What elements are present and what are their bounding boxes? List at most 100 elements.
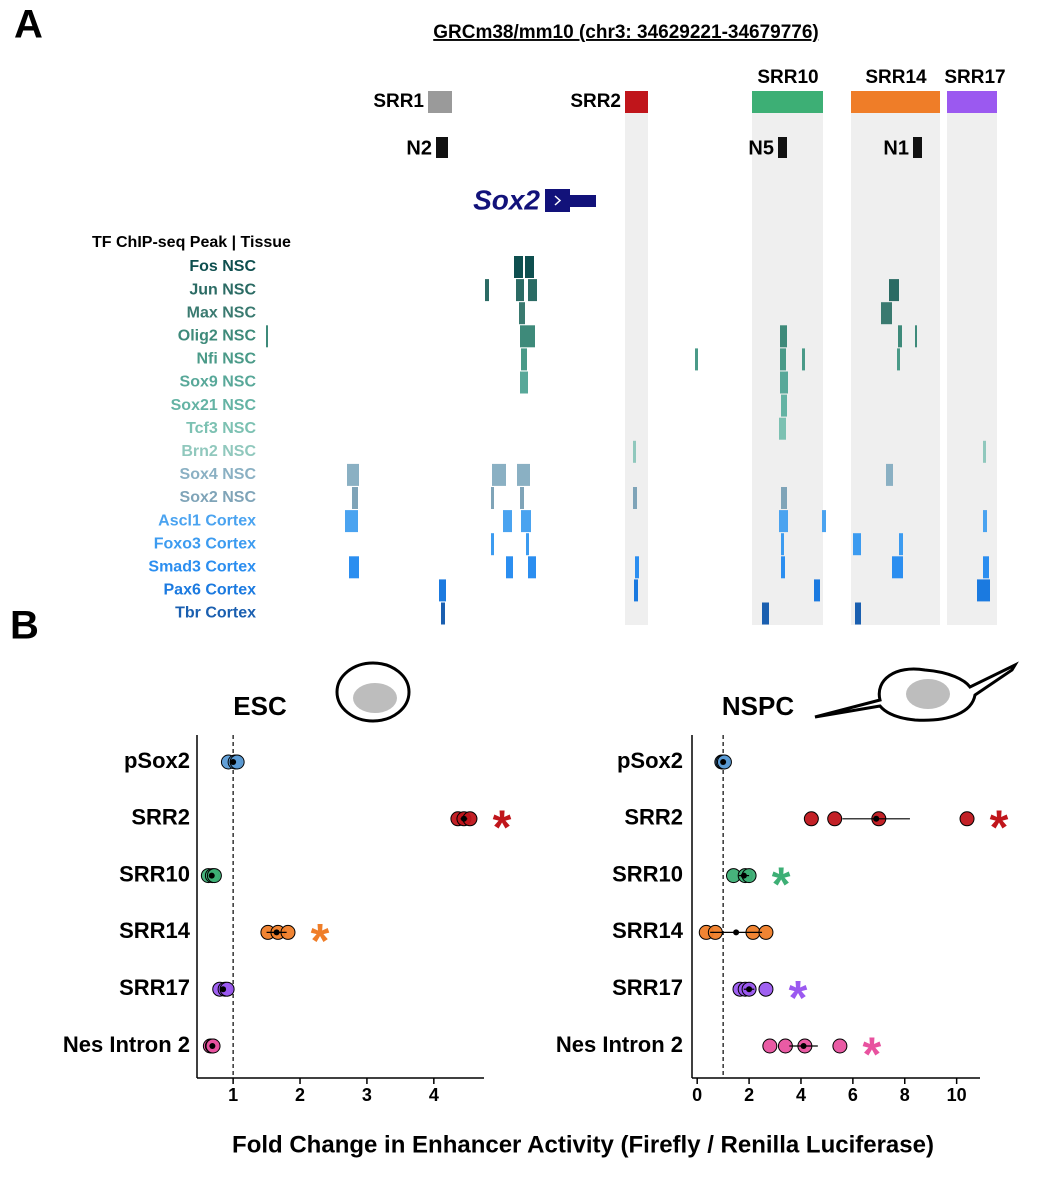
x-tick-label: 3	[362, 1085, 372, 1105]
gene-model	[545, 189, 596, 212]
track-label: Foxo3 Cortex	[154, 535, 256, 552]
mean-point	[746, 986, 753, 993]
category-label: SRR17	[119, 975, 190, 1000]
chip-peak	[779, 417, 786, 440]
chip-peak	[633, 440, 636, 463]
category-label: SRR10	[119, 861, 190, 886]
track-label: Tbr Cortex	[175, 605, 256, 622]
chip-peak	[347, 463, 359, 486]
chip-peak	[780, 371, 788, 394]
chip-peak	[633, 487, 637, 509]
region-shade	[947, 113, 997, 625]
chip-peak	[802, 348, 805, 371]
chip-peak	[439, 579, 446, 602]
gene-strand	[554, 195, 562, 206]
cell-nucleus	[353, 683, 397, 713]
mean-point	[209, 1043, 216, 1049]
category-label: Nes Intron 2	[556, 1032, 683, 1057]
chip-peak	[441, 602, 445, 625]
chip-peak	[520, 487, 524, 509]
chip-peak	[525, 256, 534, 278]
track-label: Sox2 NSC	[180, 489, 257, 506]
node-box	[436, 137, 448, 158]
region-box	[851, 91, 940, 113]
chip-peak	[881, 302, 888, 325]
chip-peak	[491, 533, 494, 556]
chip-peak	[520, 371, 528, 394]
category-label: SRR17	[612, 975, 683, 1000]
chip-peak	[695, 348, 698, 371]
x-tick-label: 10	[947, 1085, 967, 1105]
region-label: SRR2	[570, 91, 621, 112]
mean-point	[220, 986, 227, 993]
node-label: N5	[748, 137, 774, 159]
data-point	[959, 811, 975, 827]
mean-point	[230, 759, 237, 765]
significance-marker: *	[311, 915, 330, 968]
track-header: TF ChIP-seq Peak | Tissue	[92, 234, 291, 251]
chip-peak	[892, 556, 903, 579]
track-label: Sox21 NSC	[171, 397, 257, 414]
region-box	[625, 91, 648, 113]
chip-peak	[814, 579, 820, 602]
region-box	[752, 91, 823, 113]
mean-point	[460, 815, 467, 822]
mean-point	[800, 1043, 807, 1049]
chip-peak	[528, 279, 537, 302]
track-label: Pax6 Cortex	[164, 582, 257, 599]
chip-peak	[886, 463, 893, 486]
chip-peak	[485, 279, 489, 302]
category-label: SRR14	[119, 918, 191, 943]
chip-peak	[519, 302, 525, 325]
nspc-icon	[814, 661, 1019, 722]
x-tick-label: 1	[228, 1085, 238, 1105]
chip-peak	[521, 348, 527, 371]
chip-peak	[635, 556, 639, 579]
cell-nucleus	[906, 679, 950, 709]
x-tick-label: 0	[692, 1085, 702, 1105]
track-label: Sox4 NSC	[180, 466, 257, 483]
track-label: Brn2 NSC	[181, 443, 256, 460]
region-shade	[625, 113, 648, 625]
chip-peak	[983, 440, 986, 463]
chip-peak	[889, 279, 899, 302]
category-label: SRR2	[131, 805, 190, 830]
chip-peak	[517, 463, 530, 486]
track-label: Ascl1 Cortex	[158, 512, 256, 529]
chip-peak	[822, 510, 826, 533]
node-box	[913, 137, 922, 158]
x-tick-label: 4	[429, 1085, 439, 1105]
chip-peak	[983, 510, 987, 533]
mean-point	[740, 872, 747, 879]
chip-peak	[503, 510, 512, 533]
chip-peak	[506, 556, 513, 579]
data-point	[827, 811, 843, 827]
mean-point	[208, 872, 215, 879]
x-axis-label: Fold Change in Enhancer Activity (Firefl…	[232, 1131, 934, 1158]
significance-marker: *	[990, 801, 1009, 854]
chip-peak	[526, 533, 529, 556]
chip-peak	[634, 579, 638, 602]
data-point	[832, 1038, 848, 1054]
chip-peak	[266, 325, 268, 348]
chip-peak	[780, 348, 786, 371]
node-label: N1	[883, 137, 909, 159]
category-label: Nes Intron 2	[63, 1032, 190, 1057]
data-point	[762, 1038, 778, 1054]
mean-point	[733, 929, 740, 936]
chip-peak	[781, 556, 785, 579]
chip-peak	[781, 394, 787, 417]
gene-label: Sox2	[473, 184, 540, 215]
region-label: SRR10	[757, 67, 818, 88]
data-point	[758, 981, 774, 997]
esc-icon	[335, 661, 411, 723]
chip-peak	[520, 325, 535, 348]
chip-peak	[781, 487, 787, 509]
chart-title: NSPC	[722, 691, 794, 721]
x-tick-label: 2	[295, 1085, 305, 1105]
track-label: Jun NSC	[189, 281, 256, 298]
chip-peak	[762, 602, 769, 625]
chip-peak	[781, 533, 784, 556]
significance-marker: *	[863, 1029, 882, 1082]
